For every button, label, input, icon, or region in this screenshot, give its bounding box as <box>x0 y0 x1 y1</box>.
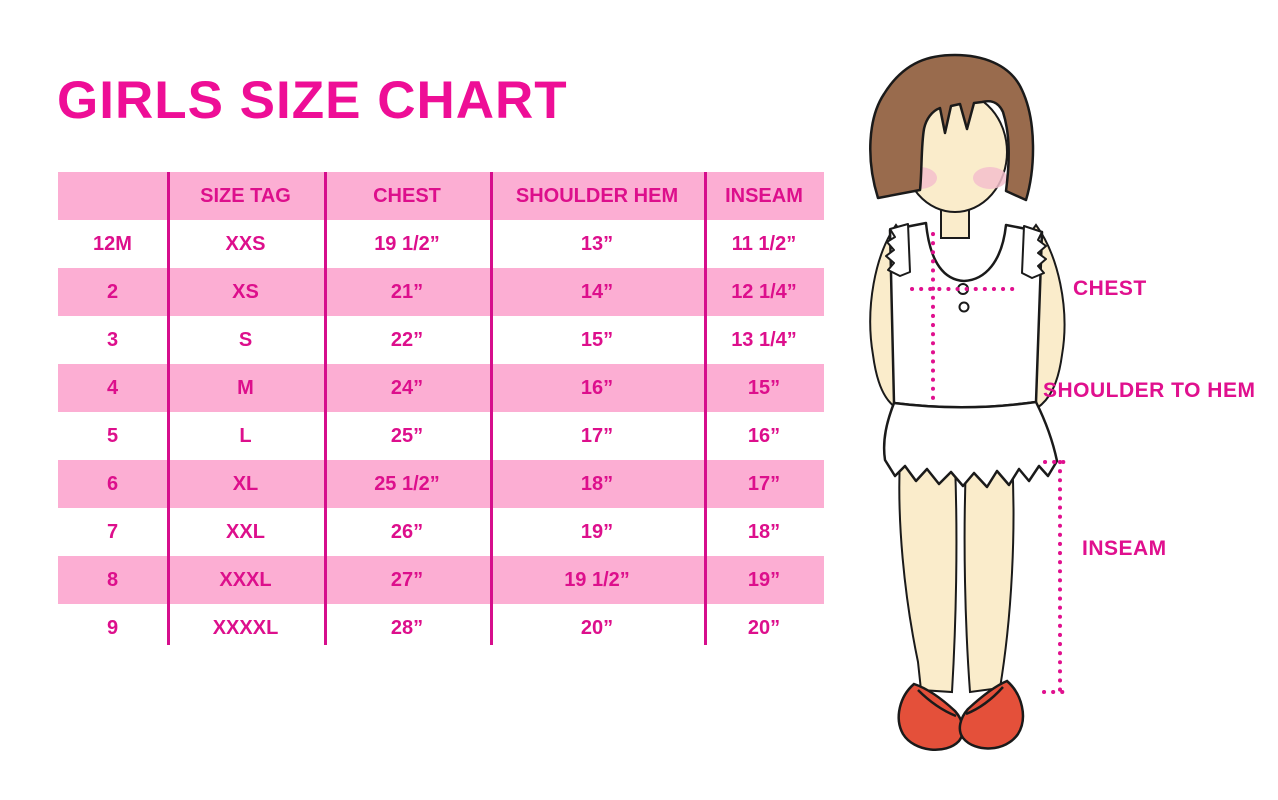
column-separator <box>704 172 707 645</box>
size-value-cell: S <box>167 316 324 364</box>
size-value-cell: 12 1/4” <box>704 268 824 316</box>
left-leg <box>898 456 958 694</box>
size-value-cell: 25” <box>324 412 490 460</box>
size-value-cell: 3 <box>58 316 167 364</box>
hair <box>869 53 1035 202</box>
size-table-row: 2 XS 21” 14” 12 1/4” <box>58 268 824 316</box>
size-value-cell: 15” <box>490 316 704 364</box>
size-value-cell: XL <box>167 460 324 508</box>
size-value-cell: 19” <box>704 556 824 604</box>
left-shoe <box>897 682 965 752</box>
girl-figure-illustration <box>869 53 1073 752</box>
size-value-cell: 21” <box>324 268 490 316</box>
left-shoe-strap <box>917 689 957 718</box>
size-value-cell: 16” <box>704 412 824 460</box>
size-value-cell: L <box>167 412 324 460</box>
size-value-cell: 17” <box>704 460 824 508</box>
right-leg <box>963 456 1015 694</box>
size-value-cell: 16” <box>490 364 704 412</box>
size-value-cell: 20” <box>704 604 824 652</box>
size-value-cell: 8 <box>58 556 167 604</box>
right-sleeve-ruffle <box>1021 225 1047 279</box>
skirt <box>882 400 1059 489</box>
shoulder-to-hem-label: SHOULDER TO HEM <box>1043 379 1256 402</box>
size-table-row: 4 M 24” 16” 15” <box>58 364 824 412</box>
size-table-row: 7 XXL 26” 19” 18” <box>58 508 824 556</box>
size-value-cell: 24” <box>324 364 490 412</box>
column-separator <box>324 172 327 645</box>
blush-right <box>973 167 1007 189</box>
button-bottom <box>958 301 970 313</box>
size-value-cell: 13” <box>490 220 704 268</box>
size-value-cell: 28” <box>324 604 490 652</box>
inseam-measure-line <box>1042 460 1073 694</box>
size-value-cell: 15” <box>704 364 824 412</box>
column-separator <box>490 172 493 645</box>
size-value-cell: XS <box>167 268 324 316</box>
size-value-cell: 13 1/4” <box>704 316 824 364</box>
column-header-cell: SHOULDER HEM <box>490 172 704 220</box>
size-value-cell: XXS <box>167 220 324 268</box>
size-table-row: 3 S 22” 15” 13 1/4” <box>58 316 824 364</box>
size-table-row: 5 L 25” 17” 16” <box>58 412 824 460</box>
size-value-cell: XXXXL <box>167 604 324 652</box>
size-table-row: 9 XXXXL 28” 20” 20” <box>58 604 824 652</box>
size-value-cell: 27” <box>324 556 490 604</box>
page-title: GIRLS SIZE CHART <box>57 71 568 130</box>
size-value-cell: 19” <box>490 508 704 556</box>
size-value-cell: 18” <box>490 460 704 508</box>
size-value-cell: 17” <box>490 412 704 460</box>
column-header-cell <box>58 172 167 220</box>
left-sleeve-ruffle <box>885 223 911 277</box>
size-value-cell: 19 1/2” <box>490 556 704 604</box>
column-header-cell: CHEST <box>324 172 490 220</box>
size-value-cell: 25 1/2” <box>324 460 490 508</box>
size-value-cell: 18” <box>704 508 824 556</box>
size-value-cell: 14” <box>490 268 704 316</box>
size-value-cell: 4 <box>58 364 167 412</box>
size-value-cell: 11 1/2” <box>704 220 824 268</box>
size-value-cell: 20” <box>490 604 704 652</box>
size-value-cell: 19 1/2” <box>324 220 490 268</box>
size-table-row: 8 XXXL 27” 19 1/2” 19” <box>58 556 824 604</box>
size-value-cell: 2 <box>58 268 167 316</box>
column-header-cell: INSEAM <box>704 172 824 220</box>
bodice <box>888 221 1044 409</box>
size-value-cell: 6 <box>58 460 167 508</box>
size-table: SIZE TAG CHEST SHOULDER HEM INSEAM 12M XXS 19 … <box>58 172 824 652</box>
size-value-cell: 9 <box>58 604 167 652</box>
right-shoe-strap <box>965 686 1004 716</box>
size-table-row: 12M XXS 19 1/2” 13” 11 1/2” <box>58 220 824 268</box>
size-table-header-row: SIZE TAG CHEST SHOULDER HEM INSEAM <box>58 172 824 220</box>
chest-label: CHEST <box>1073 277 1147 300</box>
size-value-cell: 22” <box>324 316 490 364</box>
size-value-cell: 7 <box>58 508 167 556</box>
size-table-container: SIZE TAG CHEST SHOULDER HEM INSEAM 12M XXS 19 … <box>58 172 824 652</box>
right-shoe <box>958 679 1025 750</box>
size-value-cell: M <box>167 364 324 412</box>
size-value-cell: 26” <box>324 508 490 556</box>
size-table-row: 6 XL 25 1/2” 18” 17” <box>58 460 824 508</box>
size-value-cell: XXXL <box>167 556 324 604</box>
column-separator <box>167 172 170 645</box>
inseam-label: INSEAM <box>1082 537 1167 560</box>
size-value-cell: 12M <box>58 220 167 268</box>
size-value-cell: 5 <box>58 412 167 460</box>
size-value-cell: XXL <box>167 508 324 556</box>
column-header-cell: SIZE TAG <box>167 172 324 220</box>
